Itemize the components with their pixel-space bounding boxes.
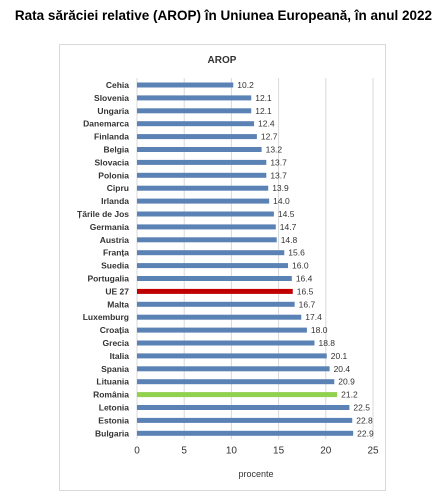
bar bbox=[137, 263, 289, 269]
category-label: Estonia bbox=[98, 415, 129, 425]
bar bbox=[137, 327, 307, 333]
bar bbox=[137, 430, 354, 436]
data-label: 13.9 bbox=[272, 183, 289, 193]
x-tick-label: 15 bbox=[273, 445, 285, 456]
x-tick-label: 25 bbox=[367, 445, 379, 456]
category-label: Austria bbox=[100, 235, 130, 245]
bar bbox=[137, 172, 267, 178]
bar bbox=[137, 340, 315, 346]
bars bbox=[137, 82, 354, 436]
category-label: Belgia bbox=[103, 145, 129, 155]
bar bbox=[137, 250, 285, 256]
category-label: Germania bbox=[90, 222, 129, 232]
bar bbox=[137, 288, 293, 294]
page-title: Rata sărăciei relative (AROP) în Uniunea… bbox=[14, 8, 433, 23]
data-label: 20.9 bbox=[338, 377, 355, 387]
bar bbox=[137, 185, 269, 191]
category-label: Suedia bbox=[101, 261, 129, 271]
category-label: Letonia bbox=[99, 403, 129, 413]
data-label: 22.8 bbox=[356, 415, 373, 425]
bar bbox=[137, 108, 252, 114]
bar-chart: AROP 0 5 10 15 20 25 Cehia 10.2 Slovenia 12.1 Unga… bbox=[77, 55, 379, 479]
data-label: 16.4 bbox=[296, 274, 313, 284]
bar bbox=[137, 392, 338, 398]
data-label: 13.7 bbox=[270, 157, 287, 167]
data-label: 12.1 bbox=[255, 93, 272, 103]
bar bbox=[137, 224, 276, 230]
bar bbox=[137, 314, 302, 320]
category-label: Finlanda bbox=[94, 132, 129, 142]
bar bbox=[137, 353, 327, 359]
bar bbox=[137, 366, 330, 372]
category-label: Croația bbox=[100, 325, 130, 335]
bar bbox=[137, 405, 350, 410]
bar bbox=[137, 379, 335, 385]
category-label: Malta bbox=[107, 299, 129, 309]
bar bbox=[137, 301, 295, 307]
x-axis-title: procente bbox=[238, 469, 273, 479]
chart-title: AROP bbox=[208, 55, 237, 66]
category-label: UE 27 bbox=[105, 286, 129, 296]
category-label: Franța bbox=[103, 248, 129, 258]
data-label: 12.1 bbox=[255, 106, 272, 116]
category-label: Polonia bbox=[98, 170, 129, 180]
category-label: Cipru bbox=[107, 183, 129, 193]
data-label: 16.7 bbox=[299, 299, 316, 309]
x-tick-label: 5 bbox=[181, 445, 187, 456]
category-label: Portugalia bbox=[87, 274, 129, 284]
bar bbox=[137, 417, 353, 423]
category-label: Danemarca bbox=[83, 119, 129, 129]
data-label: 14.0 bbox=[273, 196, 290, 206]
x-tick-label: 20 bbox=[320, 445, 332, 456]
labels: 0 5 10 15 20 25 Cehia 10.2 Slovenia 12.1 Ungaria 12… bbox=[77, 80, 379, 456]
category-label: Lituania bbox=[96, 377, 129, 387]
data-label: 22.5 bbox=[353, 403, 370, 413]
category-label: Cehia bbox=[106, 80, 129, 90]
bar bbox=[137, 211, 274, 217]
x-tick-label: 10 bbox=[226, 445, 238, 456]
x-tick-label: 0 bbox=[134, 445, 140, 456]
bar bbox=[137, 95, 252, 101]
data-label: 12.4 bbox=[258, 119, 275, 129]
bar bbox=[137, 198, 270, 204]
data-label: 16.0 bbox=[292, 261, 309, 271]
bar bbox=[137, 134, 257, 140]
category-label: Slovacia bbox=[95, 157, 130, 167]
bar bbox=[137, 82, 234, 88]
category-label: Bulgaria bbox=[95, 428, 129, 438]
bar bbox=[137, 276, 292, 281]
data-label: 18.0 bbox=[311, 325, 328, 335]
data-label: 10.2 bbox=[237, 80, 254, 90]
data-label: 22.9 bbox=[357, 428, 374, 438]
category-label: Țările de Jos bbox=[77, 209, 129, 219]
data-label: 20.4 bbox=[334, 364, 351, 374]
category-label: Ungaria bbox=[97, 106, 129, 116]
chart-frame: AROP 0 5 10 15 20 25 Cehia 10.2 Slovenia 12.1 Unga… bbox=[59, 44, 386, 491]
category-label: România bbox=[93, 390, 129, 400]
category-label: Irlanda bbox=[101, 196, 129, 206]
category-label: Grecia bbox=[103, 338, 130, 348]
data-label: 18.8 bbox=[318, 338, 335, 348]
data-label: 16.5 bbox=[297, 286, 314, 296]
bar bbox=[137, 237, 277, 243]
category-label: Italia bbox=[110, 351, 130, 361]
data-label: 14.7 bbox=[280, 222, 297, 232]
data-label: 14.5 bbox=[278, 209, 295, 219]
data-label: 20.1 bbox=[331, 351, 348, 361]
bar bbox=[137, 147, 262, 152]
bar bbox=[137, 121, 255, 127]
data-label: 17.4 bbox=[305, 312, 322, 322]
data-label: 14.8 bbox=[281, 235, 298, 245]
data-label: 13.7 bbox=[270, 170, 287, 180]
category-label: Luxemburg bbox=[83, 312, 129, 322]
data-label: 13.2 bbox=[266, 145, 283, 155]
data-label: 15.6 bbox=[288, 248, 305, 258]
bar bbox=[137, 159, 267, 165]
category-label: Slovenia bbox=[94, 93, 129, 103]
data-label: 12.7 bbox=[261, 132, 278, 142]
data-label: 21.2 bbox=[341, 390, 358, 400]
category-label: Spania bbox=[101, 364, 129, 374]
